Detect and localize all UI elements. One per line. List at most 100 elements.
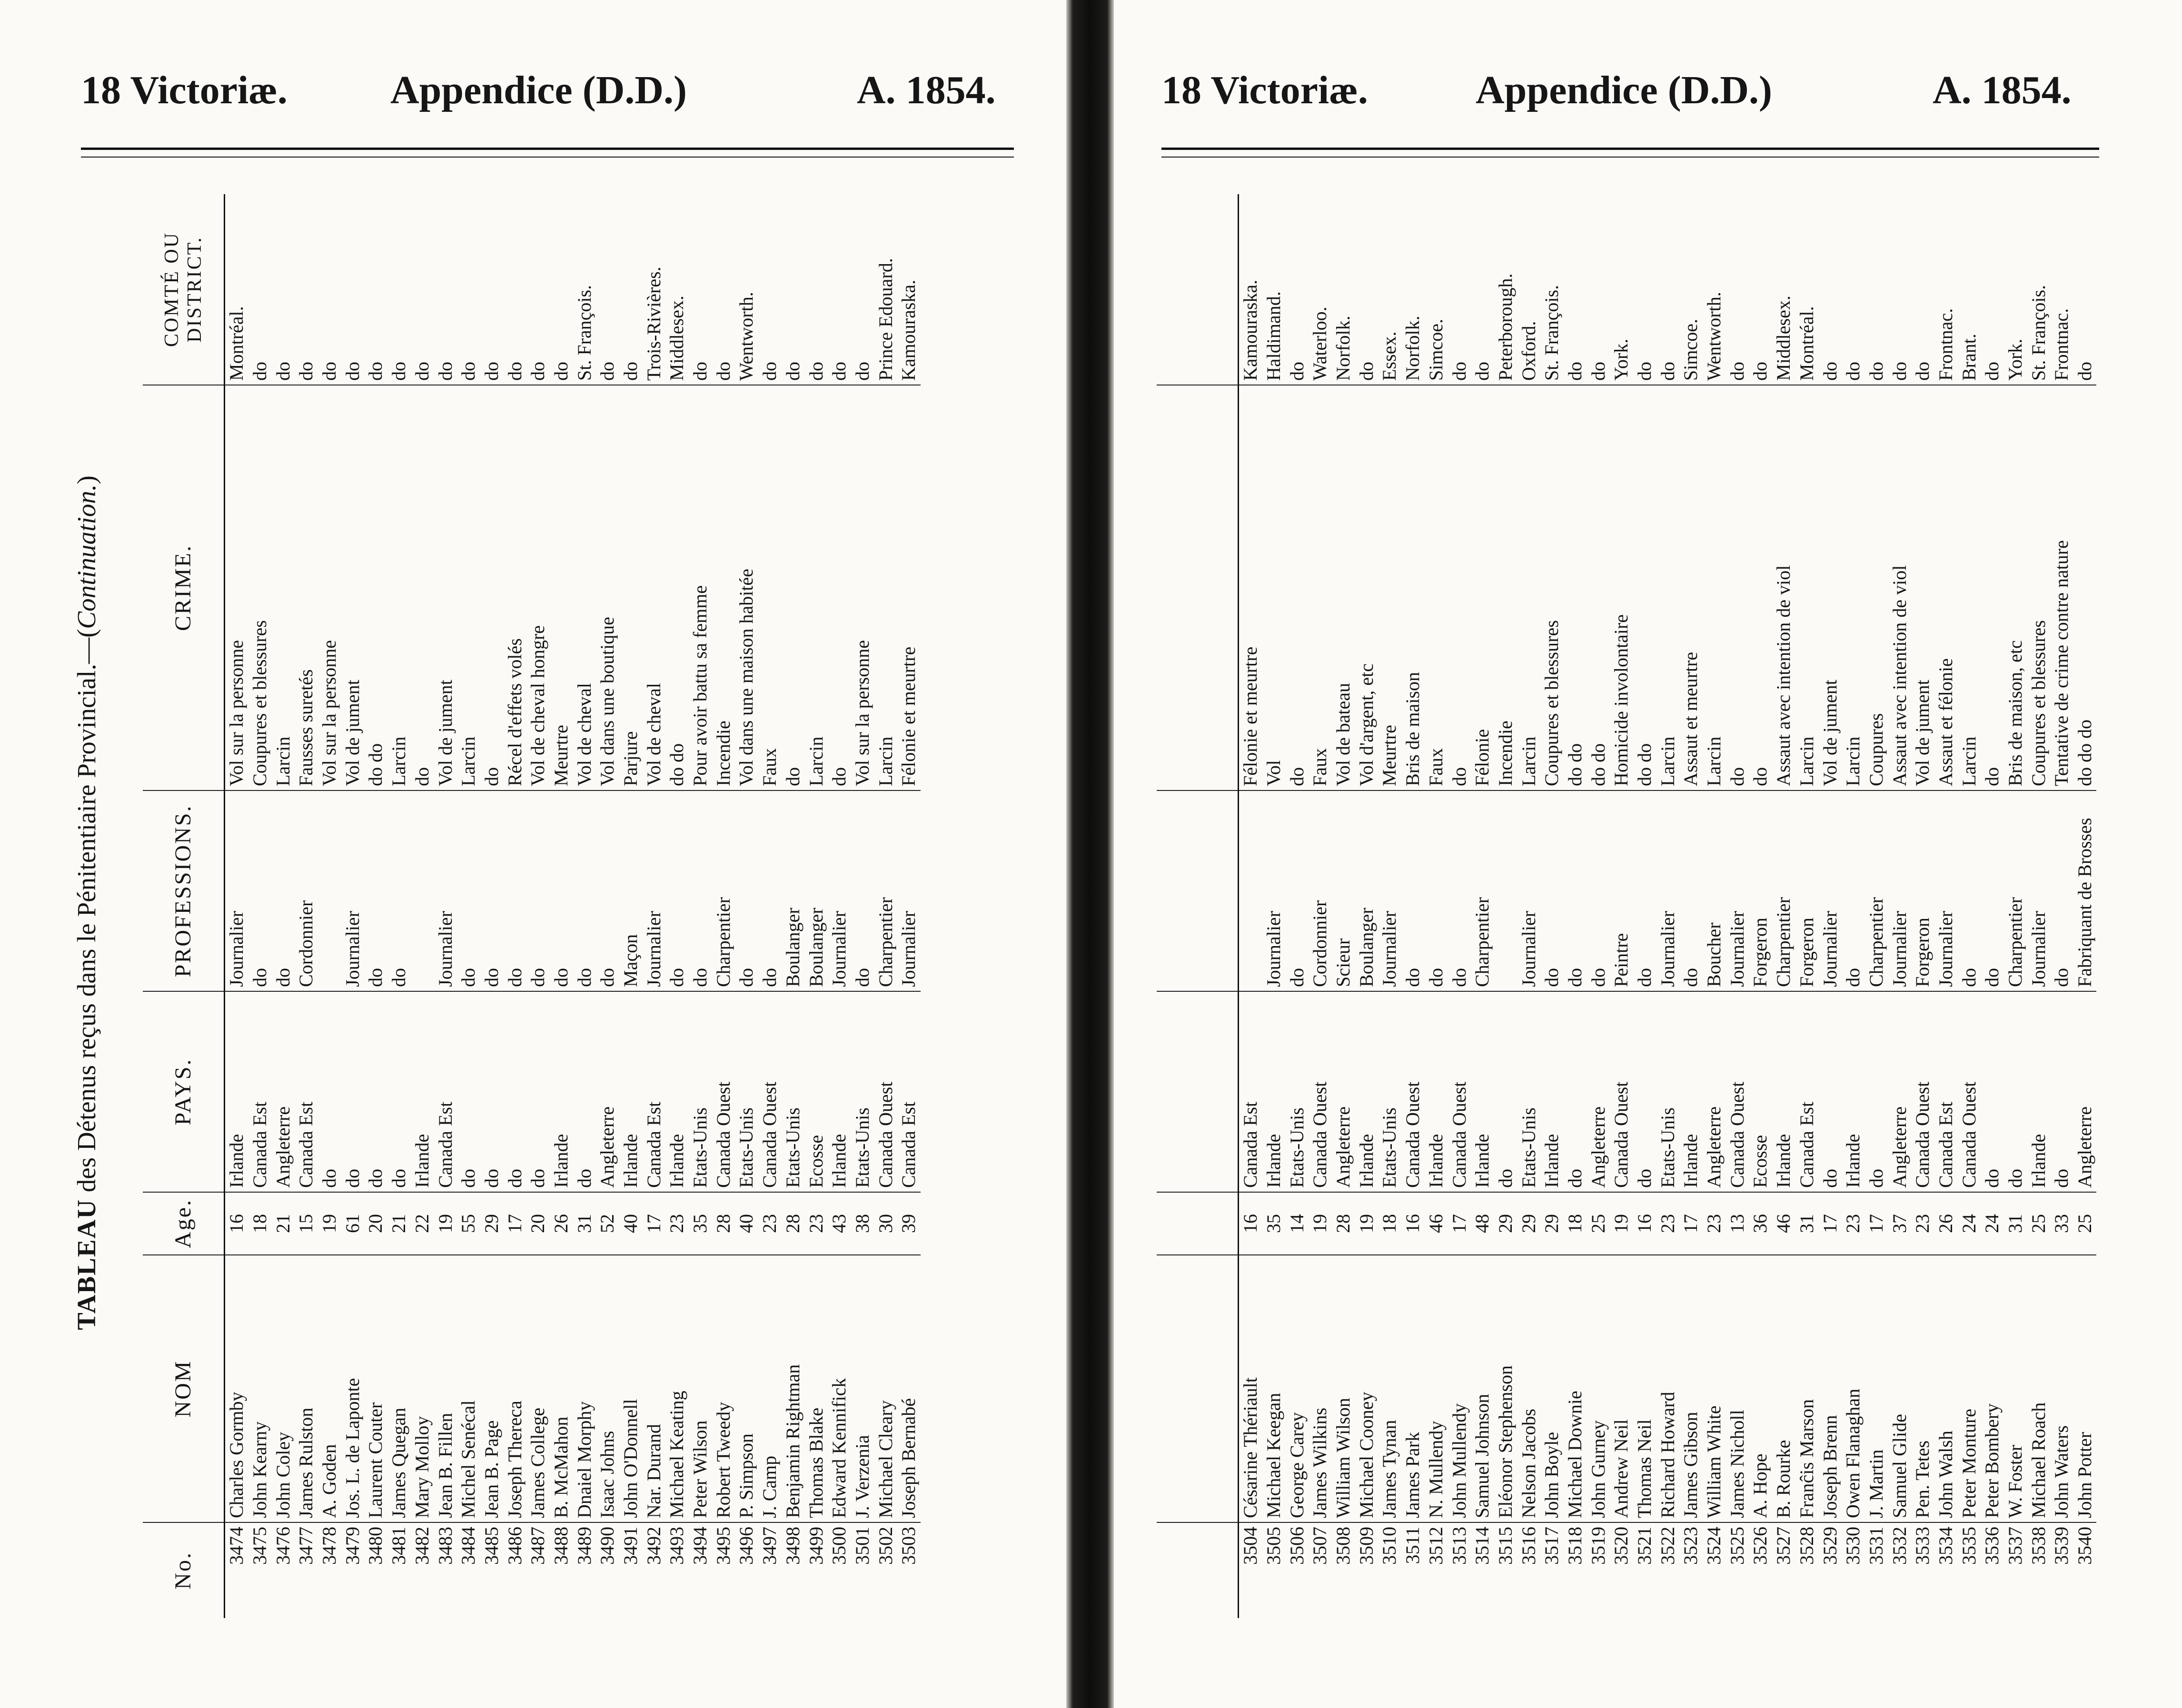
cell-district: Frontnac. [1934,194,1958,385]
cell-nom: James Quegan [387,1255,411,1522]
cell-no: 3502 [874,1527,896,1565]
cell-pays: do [387,991,411,1192]
cell-nom: William Wilson [1331,1255,1355,1522]
table-row: 3535 Peter Monture 24 Canada Ouest do Larcin B… [1957,194,1981,1618]
cell-pays: Angleterre [1702,991,1726,1192]
cell-district: York. [2003,194,2027,385]
cell-no: 3485 [480,1527,502,1565]
cell-crime: Larcin [1795,385,1819,790]
cell-district: do [1981,194,2004,385]
col-header-age [1157,1192,1239,1255]
cell-pays: Irlande [1772,991,1795,1192]
table-row: 3499 Thomas Blake 23 Ecosse Boulanger Larcin d… [804,194,828,1618]
cell-no: 3504 [1240,1527,1261,1565]
cell-crime: Félonie et meurtre [897,385,921,790]
cell-pays: do [1981,991,2004,1192]
cell-nom: Owen Flanaghan [1841,1255,1865,1522]
cell-district: Montréal. [1795,194,1819,385]
cell-crime: Coupures et blessures [2027,385,2051,790]
cell-crime: do [1749,385,1772,790]
cell-no: 3496 [735,1527,757,1565]
table-row: 3508 William Wilson 28 Angleterre Scieur Vol … [1331,194,1355,1618]
cell-no: 3483 [434,1527,456,1565]
table-row: 3486 Joseph Thereca 17 do do Récel d'effets v… [503,194,526,1618]
cell-nom: A. Goden [317,1255,341,1522]
cell-age: 29 [1517,1192,1540,1255]
cell-pays: Irlande [549,991,573,1192]
cell-age: 17 [642,1192,666,1255]
cell-nom: B. McMahon [549,1255,573,1522]
cell-district: Kamouraska. [897,194,921,385]
cell-profession: Maçon [619,790,643,991]
table-row: 3510 James Tynan 18 Etats-Unis Journalier Meu… [1378,194,1401,1618]
cell-age: 19 [1610,1192,1633,1255]
table-row: 3479 Jos. L. de Laponte 61 do Journalier Vol … [341,194,365,1618]
cell-no: 3481 [388,1527,410,1565]
cell-profession: Journalier [1934,790,1958,991]
cell-no: 3522 [1656,1527,1678,1565]
cell-no: 3511 [1402,1527,1424,1564]
cell-no: 3524 [1703,1527,1725,1565]
cell-district: do [1285,194,1309,385]
header-appendix: Appendice (D.D.) [1476,68,1772,112]
cell-profession: do [480,790,504,991]
cell-profession: Journalier [341,790,365,991]
cell-no: 3478 [318,1527,340,1565]
cell-district: do [688,194,712,385]
cell-age: 31 [1795,1192,1819,1255]
cell-nom: John Boyle [1540,1255,1564,1522]
cell-profession: Journalier [1888,790,1911,991]
cell-pays: Angleterre [1888,991,1911,1192]
cell-pays: Canada Est [642,991,666,1192]
cell-age: 29 [1494,1192,1517,1255]
cell-age: 17 [1865,1192,1888,1255]
cell-district: York. [1610,194,1633,385]
cell-district: St. François. [2027,194,2051,385]
cell-crime: Meurtre [1378,385,1401,790]
cell-no: 3501 [851,1527,873,1565]
cell-nom: John Gurney [1587,1255,1610,1522]
cell-crime: Félonie [1470,385,1494,790]
cell-age: 23 [1702,1192,1726,1255]
cell-district: do [1563,194,1587,385]
cell-age: 40 [735,1192,758,1255]
cell-profession: do [503,790,526,991]
table-row: 3474 Charles Gormby 16 Irlande Journalier Vol… [224,194,248,1618]
cell-district: do [317,194,341,385]
cell-district: do [387,194,411,385]
cell-age: 36 [1749,1192,1772,1255]
cell-crime: Assaut avec intention de viol [1888,385,1911,790]
table-row: 3538 Michael Roach 25 Irlande Journalier Coup… [2027,194,2051,1618]
cell-district: do [480,194,504,385]
cell-profession: do [1448,790,1471,991]
cell-profession: Journalier [897,790,921,991]
cell-crime: Assaut et meurtre [1679,385,1703,790]
cell-profession: do [596,790,619,991]
cell-district: Norfolk. [1331,194,1355,385]
cell-profession: do [364,790,387,991]
cell-profession: Journalier [1726,790,1749,991]
table-row: 3477 James Rulston 15 Canada Est Cordonnier F… [295,194,318,1618]
cell-nom: James Park [1401,1255,1425,1522]
cell-nom: J. Verzenia [851,1255,874,1522]
cell-pays: Angleterre [2073,991,2097,1192]
cell-profession: Cordonnier [295,790,318,991]
cell-crime: Vol de cheval [642,385,666,790]
cell-pays: Canada Est [434,991,457,1192]
cell-nom: James Rulston [295,1255,318,1522]
cell-no: 3505 [1263,1527,1285,1565]
cell-crime: Vol dans une maison habitée [735,385,758,790]
cell-crime: Vol de jument [341,385,365,790]
cell-pays: Irlande [619,991,643,1192]
cell-crime: Vol sur la personne [851,385,874,790]
table-row: 3519 John Gurney 25 Angleterre do do do do [1587,194,1610,1618]
cell-profession: Fabriquant de Brosses [2073,790,2097,991]
cell-age: 48 [1470,1192,1494,1255]
cell-no: 3490 [596,1527,618,1565]
cell-age: 24 [1957,1192,1981,1255]
cell-crime: do do do [2073,385,2097,790]
table-title-end: ) [72,475,101,484]
cell-age: 39 [897,1192,921,1255]
cell-profession: Journalier [434,790,457,991]
cell-profession: Journalier [1517,790,1540,991]
